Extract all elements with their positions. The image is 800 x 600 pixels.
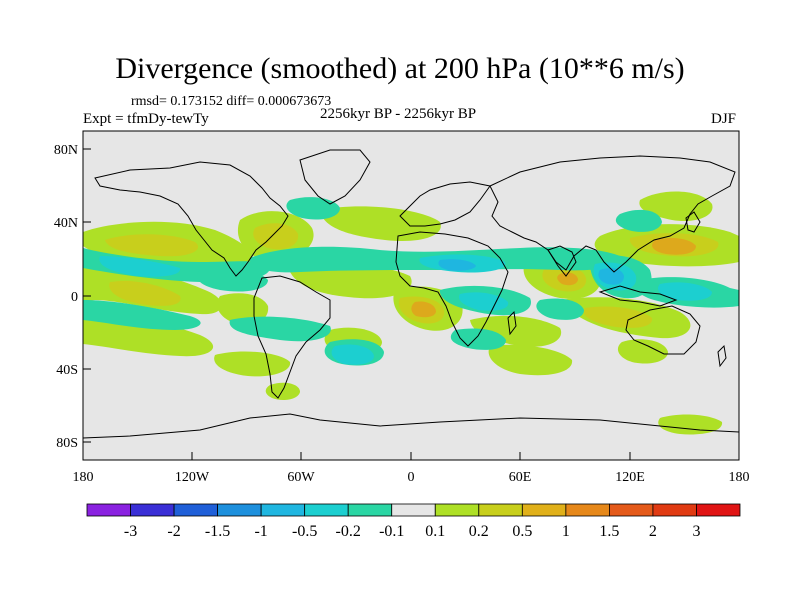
season-label: DJF [711, 111, 737, 127]
axis-tick-marks [82, 148, 740, 460]
colorbar-swatch [609, 503, 654, 517]
coast-asia [489, 155, 736, 273]
x-tick-label: 120E [615, 470, 645, 485]
colorbar-label: 0.2 [469, 523, 489, 540]
coast-madagascar [507, 310, 517, 336]
divergence-field [83, 149, 739, 439]
colorbar-label: -3 [124, 523, 137, 540]
pos-peak [557, 272, 578, 286]
pos-core [105, 234, 199, 257]
pos-region [639, 191, 713, 222]
colorbar-swatch [434, 503, 480, 517]
colorbar-swatch [696, 503, 741, 517]
pos-region [214, 351, 291, 377]
colorbar-label: -2 [167, 523, 180, 540]
y-tick-label: 40N [54, 216, 78, 231]
y-tick-label: 40S [56, 363, 78, 378]
colorbar-swatch [652, 503, 697, 517]
neg-peak [598, 268, 624, 285]
colorbar-label: 0.5 [512, 523, 532, 540]
neg-peak [438, 259, 476, 271]
x-tick-label: 60W [287, 470, 315, 485]
pos-region [617, 339, 668, 364]
colorbar-label: -1.5 [205, 523, 230, 540]
pos-region [290, 264, 412, 299]
colorbar-swatch [391, 503, 436, 517]
y-tick-label: 80N [54, 143, 78, 158]
x-tick-label: 180 [729, 470, 750, 485]
neg-core [331, 344, 374, 365]
coastlines [83, 149, 739, 439]
experiment-label: Expt = tfmDy-tewTy [83, 111, 209, 127]
colorbar-swatch [173, 503, 218, 517]
x-tick-label: 60E [509, 470, 532, 485]
pos-region [658, 414, 723, 435]
pos-peak [411, 301, 436, 318]
coast-antarctica [83, 413, 739, 439]
pos-core [583, 306, 653, 328]
colorbar-swatch [130, 503, 175, 517]
colorbar-label: 3 [692, 523, 700, 540]
x-tick-label: 0 [408, 470, 415, 485]
x-tick-label: 120W [175, 470, 210, 485]
colorbar-label: 1 [562, 523, 570, 540]
period-label: 2256kyr BP - 2256kyr BP [320, 106, 477, 122]
coast-europe [399, 181, 491, 227]
coast-india [547, 245, 577, 277]
coast-south-america [253, 275, 331, 399]
colorbar-swatch [86, 503, 131, 517]
colorbar-swatch [565, 503, 610, 517]
neg-core [458, 292, 509, 311]
x-tick-label: 180 [73, 470, 94, 485]
coast-north-america [94, 161, 289, 277]
colorbar-swatch [260, 503, 306, 517]
coast-japan [685, 211, 701, 233]
colorbar-label: -0.5 [292, 523, 317, 540]
neg-region [536, 298, 584, 320]
neg-region [615, 209, 662, 232]
coast-new-zealand [717, 344, 727, 368]
stats-line: rmsd= 0.173152 diff= 0.000673673 [131, 94, 332, 109]
colorbar-label: -1 [254, 523, 267, 540]
colorbar-swatch [217, 503, 262, 517]
pos-region [488, 344, 573, 376]
y-tick-label: 80S [56, 436, 78, 451]
neg-region [196, 268, 268, 292]
y-tick-label: 0 [71, 290, 78, 305]
colorbar-swatch [304, 503, 349, 517]
pos-region [265, 382, 300, 400]
neg-core [99, 256, 181, 277]
coast-indonesia [598, 285, 678, 307]
neg-region [450, 328, 506, 350]
pos-core [109, 280, 181, 306]
colorbar-label: 1.5 [599, 523, 619, 540]
colorbar-label: -0.1 [379, 523, 404, 540]
pos-peak [652, 238, 696, 255]
colorbar-swatch [521, 503, 567, 517]
colorbar: -3 -2 -1.5 -1 -0.5 -0.2 -0.1 0.1 0.2 0.5 1 1.5 2 3 [86, 503, 741, 540]
neg-region [286, 197, 340, 220]
pos-region [320, 206, 441, 242]
colorbar-swatch [478, 503, 523, 517]
pos-region [83, 315, 214, 357]
colorbar-label: -0.2 [336, 523, 361, 540]
neg-core [657, 282, 712, 301]
coast-greenland [299, 149, 371, 205]
coast-australia [625, 305, 701, 355]
colorbar-swatch [347, 503, 393, 517]
neg-region [83, 300, 201, 330]
plot-title: Divergence (smoothed) at 200 hPa (10**6 … [115, 52, 685, 85]
colorbar-label: 0.1 [425, 523, 445, 540]
colorbar-label: 2 [649, 523, 657, 540]
coast-africa [395, 231, 509, 347]
